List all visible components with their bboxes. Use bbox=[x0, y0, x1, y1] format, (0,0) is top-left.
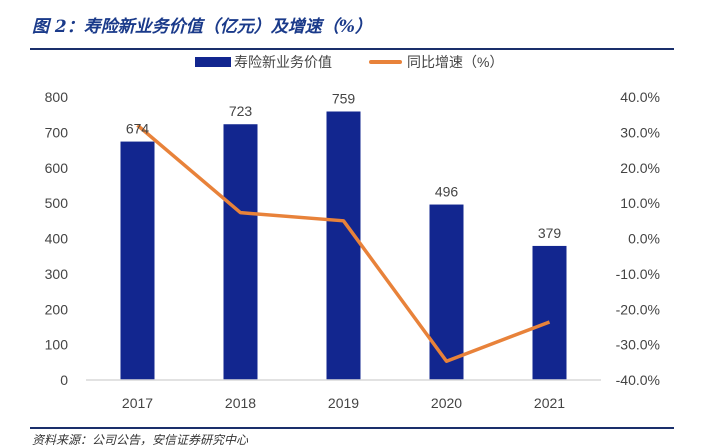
right-tick-label: 30.0% bbox=[620, 124, 660, 140]
legend-label-bar: 寿险新业务价值 bbox=[234, 54, 332, 70]
x-tick-label: 2021 bbox=[534, 395, 565, 411]
bar-2020 bbox=[430, 205, 464, 380]
bar-data-label: 379 bbox=[538, 225, 562, 241]
x-tick-label: 2017 bbox=[122, 395, 153, 411]
right-tick-label: -40.0% bbox=[616, 372, 660, 388]
left-tick-label: 500 bbox=[45, 195, 69, 211]
left-tick-label: 200 bbox=[45, 301, 69, 317]
left-tick-label: 100 bbox=[45, 337, 69, 353]
right-tick-label: -10.0% bbox=[616, 266, 660, 282]
left-tick-label: 600 bbox=[45, 160, 69, 176]
legend: 寿险新业务价值 同比增速（%） bbox=[195, 54, 503, 70]
bar-2018 bbox=[224, 124, 258, 380]
bar-2017 bbox=[121, 142, 155, 380]
left-tick-label: 400 bbox=[45, 231, 69, 247]
left-tick-label: 700 bbox=[45, 124, 69, 140]
right-tick-label: -20.0% bbox=[616, 301, 660, 317]
left-tick-label: 300 bbox=[45, 266, 69, 282]
right-tick-label: 0.0% bbox=[628, 231, 660, 247]
left-tick-label: 800 bbox=[45, 89, 69, 105]
source-note: 资料来源：公司公告，安信证券研究中心 bbox=[32, 431, 248, 448]
right-tick-label: -30.0% bbox=[616, 337, 660, 353]
bar-data-label: 759 bbox=[332, 91, 356, 107]
x-tick-label: 2020 bbox=[431, 395, 462, 411]
right-tick-label: 40.0% bbox=[620, 89, 660, 105]
bar-data-label: 674 bbox=[126, 121, 150, 137]
left-tick-label: 0 bbox=[60, 372, 68, 388]
right-tick-label: 20.0% bbox=[620, 160, 660, 176]
footer-divider bbox=[30, 427, 674, 429]
right-tick-label: 10.0% bbox=[620, 195, 660, 211]
legend-label-line: 同比增速（%） bbox=[407, 54, 503, 70]
bar-2019 bbox=[327, 112, 361, 380]
x-tick-label: 2019 bbox=[328, 395, 359, 411]
x-tick-label: 2018 bbox=[225, 395, 256, 411]
legend-swatch-bar bbox=[195, 57, 231, 67]
bar-2021 bbox=[533, 246, 567, 380]
bar-data-label: 723 bbox=[229, 103, 253, 119]
bar-data-label: 496 bbox=[435, 184, 459, 200]
